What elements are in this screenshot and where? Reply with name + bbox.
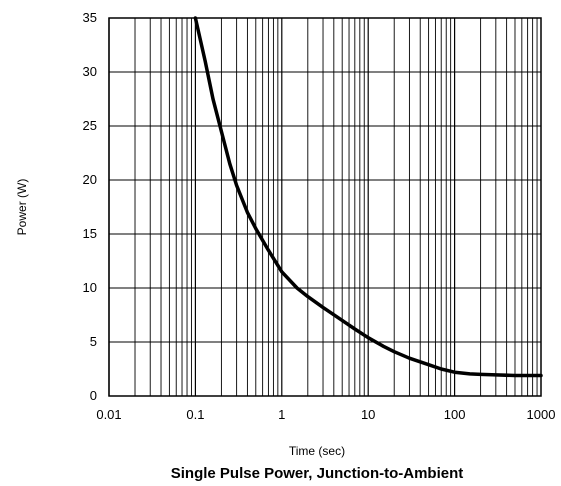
y-tick-label: 0	[90, 388, 97, 403]
chart-title: Single Pulse Power, Junction-to-Ambient	[171, 465, 464, 482]
tick-labels: 0.01 0.1 1 10 100 1000 0 5 10 15 20 25 30 35	[83, 10, 556, 422]
x-tick-label: 0.01	[96, 407, 121, 422]
y-tick-label: 5	[90, 334, 97, 349]
y-tick-label: 15	[83, 226, 97, 241]
y-axis-title: Power (W)	[15, 179, 29, 236]
x-tick-label: 1000	[527, 407, 556, 422]
plot-frame	[108, 17, 542, 397]
x-tick-label: 1	[278, 407, 285, 422]
x-tick-label: 100	[444, 407, 466, 422]
y-tick-label: 25	[83, 118, 97, 133]
y-tick-label: 20	[83, 172, 97, 187]
x-axis-title: Time (sec)	[289, 444, 345, 458]
x-tick-label: 0.1	[186, 407, 204, 422]
x-tick-label: 10	[361, 407, 375, 422]
series-layer	[193, 16, 543, 378]
y-tick-label: 30	[83, 64, 97, 79]
y-tick-label: 10	[83, 280, 97, 295]
grid	[108, 17, 541, 397]
y-tick-label: 35	[83, 10, 97, 25]
power-curve-line	[193, 16, 543, 378]
